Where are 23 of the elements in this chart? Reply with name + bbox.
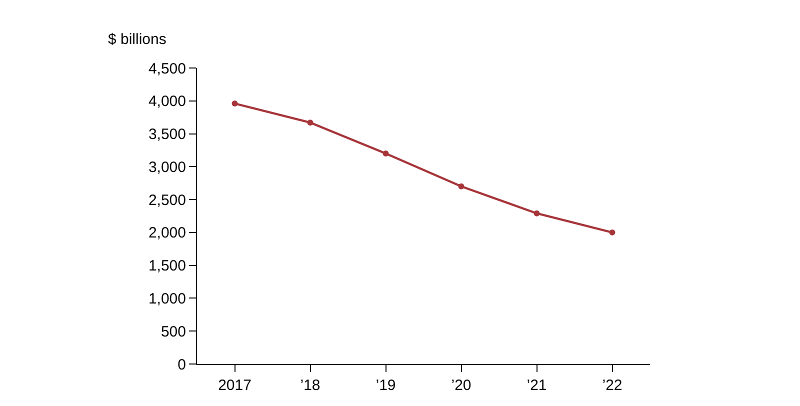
x-tick-label: ’22 — [602, 377, 622, 394]
y-tick-label: 2,000 — [148, 224, 186, 242]
y-tick-label: 3,000 — [148, 158, 186, 176]
y-tick-label: 3,500 — [148, 126, 186, 144]
point — [534, 210, 540, 216]
point — [609, 229, 616, 236]
x-tick-label: ’21 — [526, 377, 547, 394]
y-tick-label: 1,500 — [148, 258, 186, 275]
point — [307, 120, 314, 126]
point — [382, 150, 389, 157]
x-tick-label: ’19 — [376, 377, 396, 394]
y-tick-label: 1,000 — [148, 290, 186, 308]
x-tick-label: ’18 — [300, 377, 320, 394]
y-tick-label: 4,500 — [148, 60, 186, 78]
point — [232, 100, 238, 107]
x-tick-label: 2017 — [218, 377, 252, 394]
y-tick-label: 0 — [178, 356, 186, 374]
point — [458, 183, 464, 190]
x-tick-label: ’20 — [451, 377, 472, 394]
y-axis-title: $ billions — [108, 31, 166, 48]
y-tick-label: 4,000 — [148, 93, 186, 110]
y-tick-label: 2,500 — [148, 192, 186, 209]
y-tick-label: 500 — [160, 323, 186, 340]
